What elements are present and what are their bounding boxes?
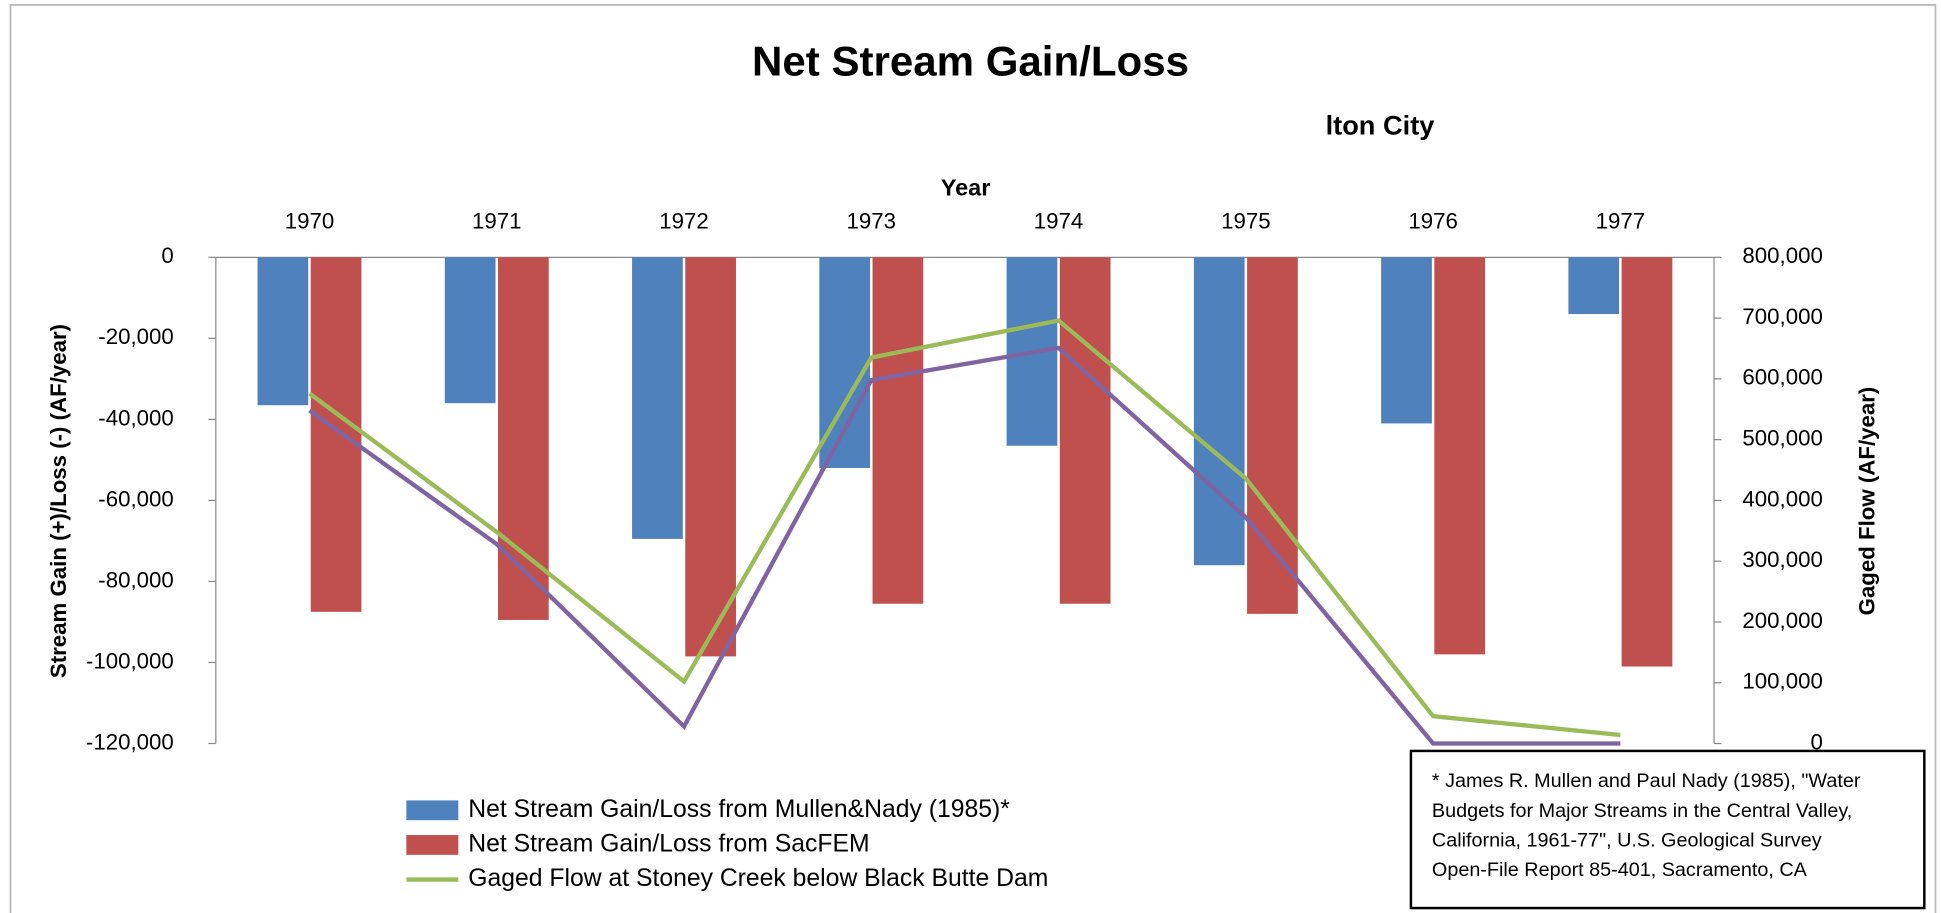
bar bbox=[685, 257, 736, 657]
y-tick-label: -80,000 bbox=[98, 567, 173, 592]
x-tick-label: 1977 bbox=[1596, 209, 1646, 234]
annotation: lton City bbox=[1326, 110, 1435, 141]
footnote-box bbox=[1409, 749, 1926, 910]
y2-tick-label: 800,000 bbox=[1742, 243, 1822, 268]
y-tick-label: -100,000 bbox=[86, 648, 174, 673]
bar bbox=[1621, 257, 1673, 667]
line bbox=[308, 345, 1621, 746]
footnote-line: California, 1961-77", U.S. Geological Su… bbox=[1432, 829, 1822, 851]
legend-swatch bbox=[406, 800, 459, 821]
bar bbox=[444, 257, 496, 404]
bar bbox=[1568, 257, 1620, 315]
footnote-line: * James R. Mullen and Paul Nady (1985), … bbox=[1432, 770, 1861, 792]
x-tick-label: 1975 bbox=[1221, 209, 1271, 234]
x-tick-label: 1970 bbox=[285, 209, 335, 234]
legend-label: Net Stream Gain/Loss from Mullen&Nady (1… bbox=[468, 796, 1010, 823]
bar bbox=[1381, 257, 1432, 424]
y-tick-label: -60,000 bbox=[98, 486, 173, 511]
footnote-line: Open-File Report 85-401, Sacramento, CA bbox=[1432, 859, 1808, 881]
line bbox=[308, 318, 1621, 738]
chart-title: Net Stream Gain/Loss bbox=[752, 37, 1189, 84]
legend-swatch bbox=[406, 835, 459, 855]
bar bbox=[1247, 257, 1298, 614]
x-tick-label: 1972 bbox=[659, 209, 708, 234]
y-axis-label: Stream Gain (+)/Loss (-) (AF/year) bbox=[46, 324, 71, 678]
y2-tick-label: 100,000 bbox=[1742, 669, 1822, 694]
bar bbox=[1434, 257, 1486, 655]
y-tick-label: -120,000 bbox=[86, 729, 174, 754]
x-tick-label: 1973 bbox=[847, 209, 896, 234]
y-tick-label: 0 bbox=[161, 243, 173, 268]
bar bbox=[1193, 257, 1245, 566]
x-tick-label: 1971 bbox=[472, 209, 522, 234]
x-tick-label: 1976 bbox=[1408, 209, 1458, 234]
legend-label: Net Stream Gain/Loss from SacFEM bbox=[468, 830, 869, 857]
y2-tick-label: 200,000 bbox=[1742, 608, 1822, 633]
bar bbox=[872, 257, 924, 604]
x-tick-label: 1974 bbox=[1034, 209, 1083, 234]
y2-tick-label: 500,000 bbox=[1742, 426, 1822, 451]
bar bbox=[310, 257, 362, 612]
legend-label: Gaged Flow at Stoney Creek below Black B… bbox=[468, 865, 1048, 892]
y-tick-label: -40,000 bbox=[98, 405, 173, 430]
y2-tick-label: 700,000 bbox=[1742, 304, 1822, 329]
bar bbox=[257, 257, 309, 406]
y2-axis-label: Gaged Flow (AF/year) bbox=[1855, 387, 1880, 616]
y2-tick-label: 0 bbox=[1811, 729, 1823, 754]
bar bbox=[1059, 257, 1111, 604]
x-axis-label: Year bbox=[941, 174, 991, 200]
footnote-line: Budgets for Major Streams in the Central… bbox=[1432, 800, 1852, 822]
y2-tick-label: 600,000 bbox=[1742, 365, 1822, 390]
bar bbox=[632, 257, 683, 539]
y2-tick-label: 400,000 bbox=[1742, 486, 1822, 511]
y2-tick-label: 300,000 bbox=[1742, 547, 1822, 572]
y-tick-label: -20,000 bbox=[98, 324, 173, 349]
bar bbox=[497, 257, 549, 620]
